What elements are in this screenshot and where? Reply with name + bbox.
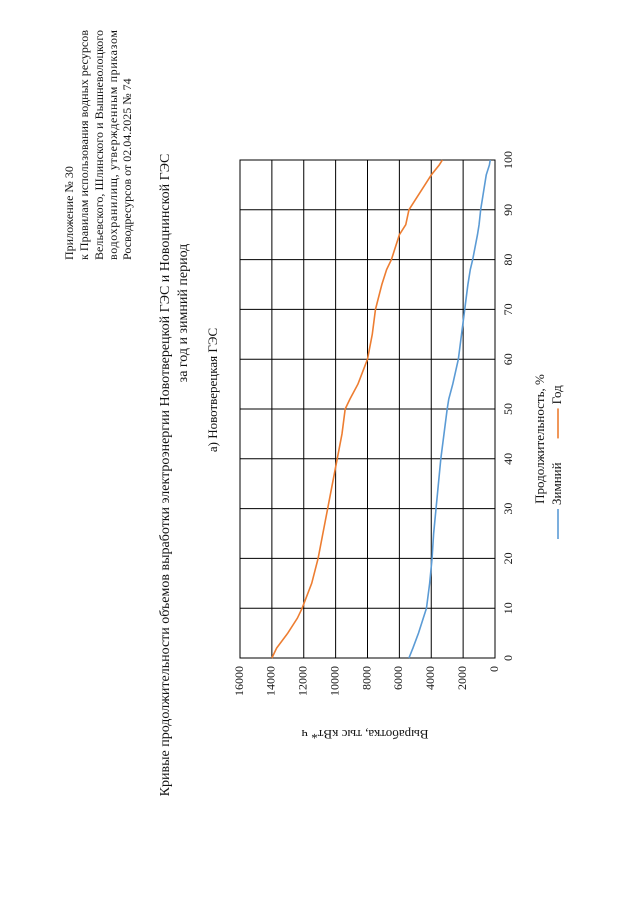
x-tick-label: 0 [501, 655, 515, 661]
title: Кривые продолжительности объемов выработ… [158, 154, 173, 797]
x-tick-label: 70 [501, 303, 515, 315]
legend-label: Год [549, 385, 564, 404]
y-tick-label: 10000 [327, 666, 341, 696]
x-axis-label: Продолжительность, % [532, 374, 547, 504]
y-tick-label: 0 [487, 666, 501, 672]
series-line [408, 159, 492, 659]
x-tick-label: 10 [501, 602, 515, 614]
y-tick-label: 4000 [423, 666, 437, 690]
header-line: Приложение № 30 [62, 166, 76, 260]
y-tick-label: 8000 [359, 666, 373, 690]
x-tick-label: 20 [501, 552, 515, 564]
y-tick-label: 6000 [391, 666, 405, 690]
x-tick-label: 50 [501, 403, 515, 415]
section-title: а) Новотверецкая ГЭС [205, 328, 220, 452]
x-tick-label: 80 [501, 254, 515, 266]
y-tick-label: 14000 [264, 666, 278, 696]
header-line: Росводресурсов от 02.04.2025 № 74 [120, 78, 134, 260]
x-tick-label: 30 [501, 503, 515, 515]
x-tick-label: 90 [501, 204, 515, 216]
header-line: водохранилищ, утвержденным приказом [106, 30, 120, 260]
header-line: к Правилам использования водных ресурсов [77, 30, 91, 260]
header-line: Вельевского, Шлинского и Вышневолоцкого [92, 30, 106, 260]
y-tick-label: 2000 [455, 666, 469, 690]
y-axis-label: Выработка, тыс кВт* ч [301, 727, 429, 742]
legend-label: Зимний [549, 462, 564, 505]
x-tick-label: 60 [501, 353, 515, 365]
x-tick-label: 100 [501, 151, 515, 169]
subtitle: за год и зимний период [176, 244, 191, 383]
series-line [271, 159, 444, 659]
y-tick-label: 12000 [296, 666, 310, 696]
x-tick-label: 40 [501, 453, 515, 465]
y-tick-label: 16000 [232, 666, 246, 696]
